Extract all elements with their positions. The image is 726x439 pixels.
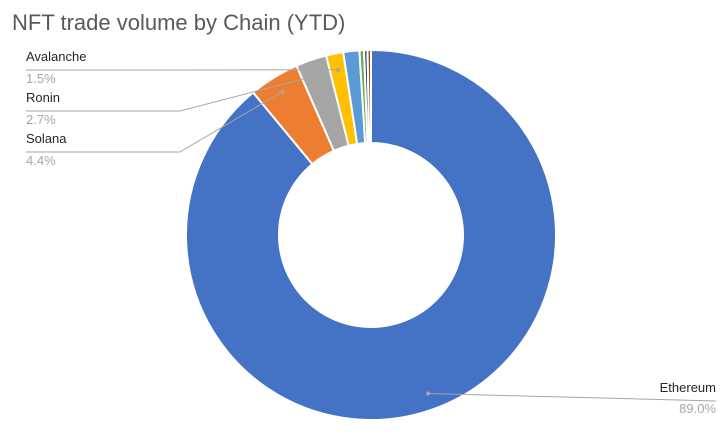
leader-line-solana [26,91,283,153]
donut-slice-ethereum [185,48,557,421]
slice-value-solana: 4.4% [26,153,56,168]
donut-slice-other-7 [366,48,372,145]
slice-value-ethereum: 89.0% [679,401,716,416]
slice-labels: Ethereum 89.0% Solana 4.4% Ronin 2.7% Avalanch… [26,49,716,416]
leader-dot-ethereum [426,391,431,396]
chart-title: NFT trade volume by Chain (YTD) [12,10,345,35]
slice-value-ronin: 2.7% [26,112,56,127]
leader-lines [26,67,717,402]
leader-dot-ronin [314,73,319,78]
leader-dot-avalanche [335,67,340,72]
slice-label-ethereum: Ethereum [660,380,716,395]
leader-dot-solana [280,89,285,94]
slice-value-avalanche: 1.5% [26,71,56,86]
leader-line-ethereum [428,393,717,402]
leader-line-ronin [26,75,317,112]
slice-label-solana: Solana [26,131,67,146]
slice-label-avalanche: Avalanche [26,49,86,64]
donut-slices [185,48,557,421]
slice-label-ronin: Ronin [26,90,60,105]
